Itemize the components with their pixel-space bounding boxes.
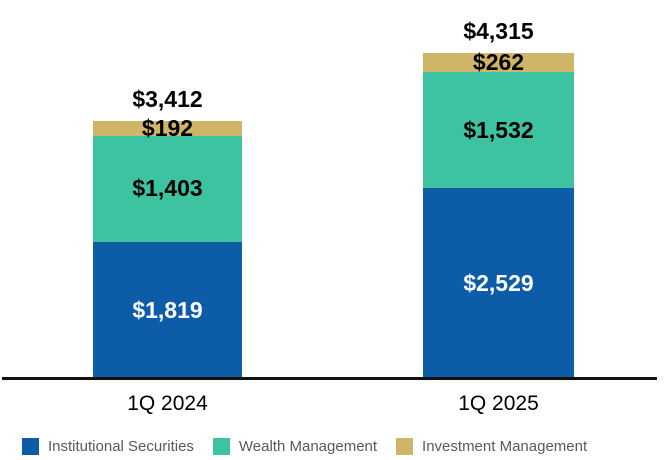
x-axis-label-1q-2024: 1Q 2024 [127, 392, 208, 415]
chart-legend: Institutional Securities Wealth Manageme… [22, 437, 606, 455]
legend-item-investment-management: Investment Management [396, 437, 588, 455]
bar-segment-investment-management-1q-2024: $192 [93, 116, 242, 139]
x-axis-label-1q-2025: 1Q 2025 [458, 392, 539, 415]
bar-segment-wealth-management-1q-2024: $1,403 [93, 135, 242, 242]
legend-item-wealth-management: Wealth Management [212, 437, 378, 455]
legend-label: Institutional Securities [48, 437, 194, 455]
bar-segment-wealth-management-1q-2025: $1,532 [423, 72, 574, 189]
legend-swatch-institutional-securities [22, 437, 39, 455]
legend-swatch-wealth-management [212, 437, 230, 455]
bar-segment-investment-management-1q-2025: $262 [423, 49, 574, 75]
legend-label: Wealth Management [238, 437, 378, 455]
bar-total-label-1q-2024: $3,412 [132, 86, 203, 113]
segment-value-label: $1,403 [132, 175, 203, 202]
bar-segment-institutional-securities-1q-2024: $1,819 [93, 241, 242, 379]
bar-total-label-1q-2025: $4,315 [463, 17, 534, 44]
x-axis-baseline [2, 377, 657, 380]
segment-value-label: $1,819 [132, 296, 203, 323]
segment-value-label: $262 [472, 49, 525, 75]
bar-segment-institutional-securities-1q-2025: $2,529 [423, 188, 574, 379]
legend-swatch-investment-management [396, 437, 414, 455]
segment-value-label: $192 [141, 114, 194, 141]
segment-value-label: $1,532 [463, 116, 534, 143]
legend-item-institutional-securities: Institutional Securities [22, 437, 194, 455]
segment-value-label: $2,529 [463, 270, 534, 297]
legend-label: Investment Management [422, 437, 588, 455]
